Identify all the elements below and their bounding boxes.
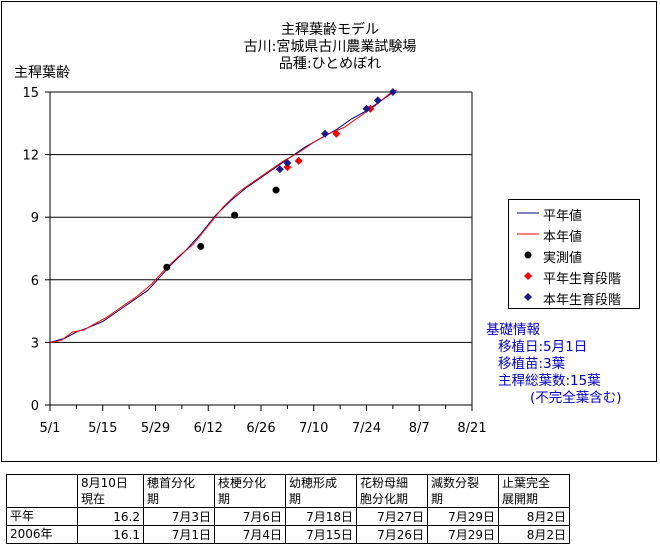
axes (45, 91, 473, 411)
table-header-row: 8月10日 現在 穂首分化期 枝梗分化期 幼穂形成期 花粉母細 胞分化期 減数分裂期… (6, 474, 570, 508)
table-cell: 8月2日 (498, 525, 570, 544)
header-cell: 幼穂形成期 (285, 474, 357, 508)
measured-point (163, 263, 171, 271)
x-tick-label: 7/10 (299, 421, 328, 436)
table-cell: 16.2 (77, 507, 144, 526)
row-label: 平年 (6, 507, 78, 526)
legend-line-cur-icon (517, 233, 539, 235)
legend-item-avg-stage: 平年生育段階 (509, 266, 641, 287)
avg-stage-point (332, 129, 341, 138)
chart-title: 主稈葉齢モデル (281, 22, 379, 38)
data-markers (163, 88, 397, 271)
legend-label-cur: 本年値 (543, 230, 583, 245)
header-cell: 花粉母細 胞分化期 (356, 474, 428, 508)
header-cell: 止葉完全 展開期 (498, 474, 570, 508)
table-row: 平年 16.2 7月3日 7月6日 7月18日 7月27日 7月29日 8月2日 (6, 507, 570, 526)
cur-stage-point (373, 96, 382, 105)
header-cell: 8月10日 現在 (77, 474, 144, 508)
legend-line-avg-icon (517, 212, 539, 214)
legend-item-avg: 平年値 (509, 203, 641, 224)
header-cell: 穂首分化期 (143, 474, 215, 508)
y-tick-label: 0 (31, 399, 39, 414)
legend-label-cur-stage: 本年生育段階 (543, 293, 622, 308)
gridlines (50, 91, 472, 343)
legend-item-cur-stage: 本年生育段階 (509, 287, 641, 308)
x-tick-label: 8/7 (409, 421, 430, 436)
series-line-cur (49, 89, 397, 343)
x-tick-label: 6/26 (246, 421, 275, 436)
table-cell: 7月29日 (427, 507, 499, 526)
table-cell: 7月27日 (356, 507, 428, 526)
info-heading: 基礎情報 (486, 322, 540, 338)
x-tick-label: 8/21 (457, 421, 486, 436)
series-lines (49, 89, 397, 343)
table-cell: 7月3日 (143, 507, 215, 526)
info-total-leaves: 主稈総葉数:15葉 (498, 373, 601, 389)
cur-stage-point (362, 104, 371, 113)
table-cell: 7月1日 (143, 525, 215, 544)
info-transplant-date: 移植日:5月1日 (498, 339, 588, 355)
chart-subtitle-location: 古川:宮城県古川農業試験場 (243, 39, 417, 55)
x-tick-label: 6/12 (194, 421, 223, 436)
header-cell: 枝梗分化期 (214, 474, 286, 508)
cur-stage-point (321, 129, 330, 138)
y-axis-label: 主稈葉齢 (14, 65, 70, 81)
info-note: (不完全葉含む) (530, 390, 622, 406)
legend-red-diamond-icon (524, 272, 532, 280)
measured-point (272, 186, 280, 194)
table-cell: 7月15日 (285, 525, 357, 544)
header-cell: 減数分裂期 (427, 474, 499, 508)
x-tick-label: 5/1 (40, 421, 61, 436)
legend-item-measured: 実測値 (509, 245, 641, 266)
chart-subtitle-variety: 品種:ひとめぼれ (278, 56, 382, 72)
measured-point (197, 242, 205, 250)
y-tick-label: 9 (31, 211, 39, 226)
avg-stage-point (294, 156, 303, 165)
y-tick-label: 12 (22, 149, 39, 164)
legend-label-measured: 実測値 (543, 251, 583, 266)
table-cell: 7月18日 (285, 507, 357, 526)
cur-stage-point (275, 165, 284, 174)
table-cell: 7月4日 (214, 525, 286, 544)
x-tick-label: 7/24 (352, 421, 381, 436)
basic-info: 基礎情報 移植日:5月1日 移植苗:3葉 主稈総葉数:15葉 (不完全葉含む) (486, 322, 622, 407)
y-tick-label: 15 (22, 86, 39, 101)
measured-point (231, 211, 239, 219)
legend-label-avg-stage: 平年生育段階 (543, 272, 622, 287)
table-cell: 7月6日 (214, 507, 286, 526)
table-row: 2006年 16.1 7月1日 7月4日 7月15日 7月26日 7月29日 8… (6, 525, 570, 544)
y-tick-label: 3 (31, 336, 39, 351)
x-tick-label: 5/29 (141, 421, 170, 436)
series-line-avg (49, 89, 397, 343)
y-tick-label: 6 (31, 274, 39, 289)
legend-dot-icon (524, 251, 532, 259)
x-tick-label: 5/15 (88, 421, 117, 436)
cur-stage-point (283, 158, 292, 167)
header-cell (6, 474, 78, 508)
tick-labels: 0 3 6 9 12 15 5/1 5/15 5/29 6/12 6/26 7/10 7/24 8/7 8/… (22, 86, 486, 436)
row-label: 2006年 (6, 525, 78, 544)
plot-area: 0 3 6 9 12 15 5/1 5/15 5/29 6/12 6/26 7/10 7/24 8/7 8/… (22, 86, 486, 436)
table-cell: 8月2日 (498, 507, 570, 526)
table-cell: 7月29日 (427, 525, 499, 544)
growth-stage-table: 8月10日 現在 穂首分化期 枝梗分化期 幼穂形成期 花粉母細 胞分化期 減数分裂期… (6, 474, 570, 544)
legend-item-cur: 本年値 (509, 224, 641, 245)
legend-label-avg: 平年値 (543, 209, 583, 224)
legend: 平年値 本年値 実測値 平年生育段階 本年生育段階 (508, 199, 640, 309)
avg-stage-point (283, 163, 292, 172)
legend-blue-diamond-icon (524, 293, 532, 301)
table-cell: 16.1 (77, 525, 144, 544)
table-cell: 7月26日 (356, 525, 428, 544)
info-seedling: 移植苗:3葉 (498, 356, 566, 372)
cur-stage-point (388, 88, 397, 96)
